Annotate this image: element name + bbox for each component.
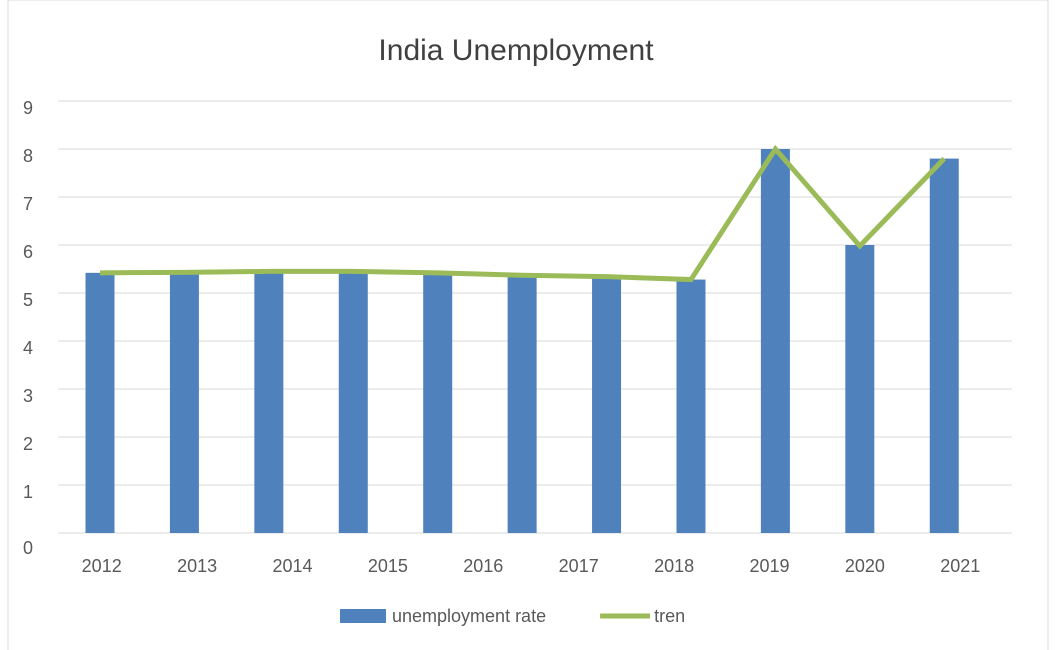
y-tick-label: 6 [23,242,33,262]
y-tick-label: 2 [23,434,33,454]
y-tick-label: 7 [23,194,33,214]
bar [760,149,790,533]
chart-title: India Unemployment [378,34,654,67]
y-tick-label: 3 [23,386,33,406]
y-tick-label: 1 [23,482,33,502]
y-tick-label: 9 [23,98,33,118]
bar [423,272,453,533]
bar [845,245,875,533]
legend-swatch [340,609,386,623]
bar [676,279,706,533]
x-tick-label: 2019 [749,556,789,576]
x-tick-label: 2014 [272,556,312,576]
x-tick-label: 2016 [463,556,503,576]
x-tick-label: 2020 [845,556,885,576]
y-tick-label: 5 [23,290,33,310]
x-tick-label: 2021 [940,556,980,576]
x-tick-label: 2015 [368,556,408,576]
legend-label: tren [654,606,685,626]
legend-label: unemployment rate [392,606,546,626]
bar [507,275,537,533]
bar [85,272,115,533]
bar [169,272,199,533]
trend-line [99,144,947,283]
bar [338,271,368,533]
y-tick-label: 0 [23,538,33,558]
x-tick-label: 2018 [654,556,694,576]
x-tick-label: 2017 [559,556,599,576]
bar [254,271,284,533]
bar [592,277,622,533]
bar [929,158,959,533]
x-tick-label: 2013 [177,556,217,576]
y-tick-label: 4 [23,338,33,358]
y-tick-label: 8 [23,146,33,166]
x-tick-label: 2012 [82,556,122,576]
